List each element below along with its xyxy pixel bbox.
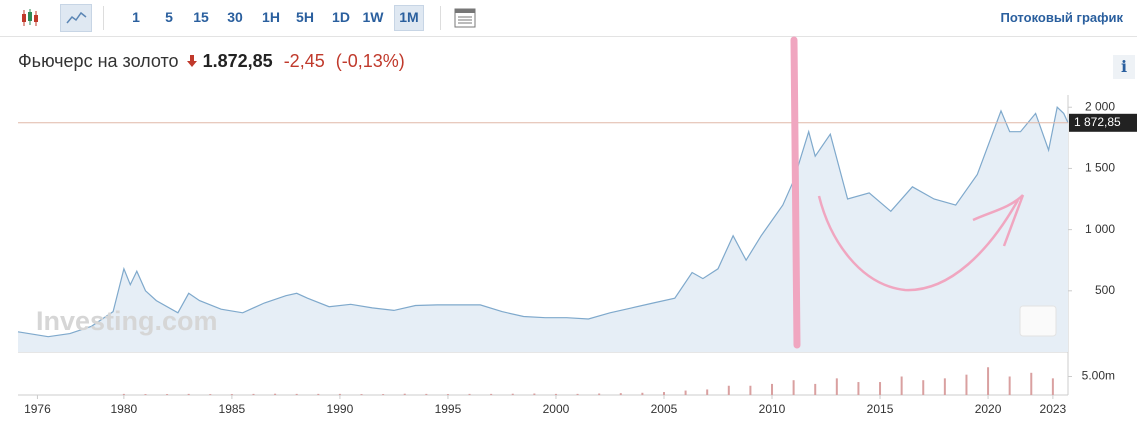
volume-bar <box>554 393 557 395</box>
toolbar: 1 5 15 30 1H 5H 1D 1W 1M Потоковый график <box>0 0 1137 37</box>
hand-drawn-arrow <box>972 194 1025 247</box>
volume-bar <box>252 393 255 395</box>
instrument-title: Фьючерс на золото <box>18 51 179 71</box>
volume-bar <box>706 389 709 395</box>
volume-bar <box>684 390 687 395</box>
interval-button[interactable]: 5H <box>296 9 314 25</box>
interval-button[interactable]: 1 <box>132 9 140 25</box>
candles-icon[interactable] <box>20 8 40 28</box>
y-tick-label: 500 <box>1095 283 1115 297</box>
y-tick-label: 1 000 <box>1085 222 1115 236</box>
x-tick-label: 2005 <box>651 402 678 416</box>
volume-bar <box>792 380 795 395</box>
hand-drawn-arc <box>817 195 1020 292</box>
volume-bar <box>1030 372 1033 395</box>
volume-bar <box>166 394 169 395</box>
volume-bar <box>641 392 644 395</box>
interval-button[interactable]: 30 <box>227 9 243 25</box>
last-price-badge <box>1069 113 1137 132</box>
down-arrow <box>186 55 197 67</box>
volume-bar <box>857 382 860 395</box>
x-tick-label: 2010 <box>759 402 786 416</box>
volume-bar <box>965 374 968 395</box>
x-tick-label: 2015 <box>867 402 894 416</box>
volume-bar <box>338 393 341 395</box>
volume-bar <box>382 394 385 395</box>
volume-bar <box>446 394 449 395</box>
volume-bar <box>835 378 838 395</box>
volume-bar <box>987 367 990 395</box>
area <box>18 107 1068 352</box>
volume-bar <box>619 393 622 395</box>
volume-bar <box>274 393 277 395</box>
price-line <box>17 106 1069 338</box>
separator <box>440 6 441 30</box>
volume-bar <box>360 394 363 395</box>
marks: 500 1 000 1 500 2 000 1976 1980 1985 1990 1995 20… <box>17 99 1137 416</box>
interval-button[interactable]: 1M <box>394 5 424 31</box>
x-tick-label: 2000 <box>543 402 570 416</box>
separator <box>103 6 104 30</box>
volume-bar <box>468 393 471 395</box>
x-tick-label: 1985 <box>219 402 246 416</box>
table-icon[interactable] <box>453 7 477 29</box>
volume-bar <box>209 394 212 395</box>
y-tick-label: 2 000 <box>1085 99 1115 113</box>
volume-bar <box>1008 376 1011 395</box>
volume-bar <box>122 393 125 395</box>
volume-bar <box>879 382 882 395</box>
info-button[interactable]: i <box>1113 55 1135 79</box>
volume-bar <box>922 380 925 395</box>
volume-bar <box>187 393 190 395</box>
last-price-label: 1 872,85 <box>1074 115 1121 129</box>
volume-bar <box>295 393 298 395</box>
volume-bar <box>511 393 514 395</box>
volume-bar <box>490 393 493 395</box>
volume-bar <box>771 383 774 395</box>
volume-bar <box>425 393 428 395</box>
x-tick-label: 1976 <box>24 402 51 416</box>
x-tick-label: 2023 <box>1040 402 1067 416</box>
stream-chart-link[interactable]: Потоковый график <box>1000 10 1123 25</box>
line-icon <box>66 11 87 24</box>
interval-button[interactable]: 1H <box>262 9 280 25</box>
y-tick-label: 5.00m <box>1082 369 1115 383</box>
interval-button[interactable]: 5 <box>165 9 173 25</box>
volume-bar <box>144 394 147 395</box>
line-chart-button[interactable] <box>60 4 92 32</box>
volume-bar <box>576 393 579 395</box>
volume-bar <box>900 376 903 395</box>
interval-button[interactable]: 15 <box>193 9 209 25</box>
x-tick-label: 1980 <box>111 402 138 416</box>
watermark: Investing.com <box>36 306 218 336</box>
volume-bar <box>533 393 536 395</box>
change-percent: (-0,13%) <box>335 51 405 71</box>
price: 1.872,85 <box>202 51 273 71</box>
interval-button[interactable]: 1W <box>362 9 384 25</box>
volume-bar <box>230 394 233 395</box>
volume-bar <box>598 393 601 395</box>
instrument-header: Фьючерс на золото 1.872,85 -2,45 (-0,13%… <box>18 51 405 72</box>
volume-bar <box>814 383 817 395</box>
y-tick-label: 1 500 <box>1085 161 1115 175</box>
volume-bar <box>1051 378 1054 395</box>
change: -2,45 <box>283 51 325 71</box>
x-tick-label: 1990 <box>327 402 354 416</box>
scroll-button[interactable] <box>1019 305 1057 337</box>
volume-bar <box>727 385 730 395</box>
volume-bar <box>943 378 946 395</box>
x-tick-label: 2020 <box>975 402 1002 416</box>
hand-drawn-line <box>790 36 801 349</box>
volume-bar <box>317 393 320 395</box>
interval-button[interactable]: 1D <box>332 9 350 25</box>
volume-bar <box>662 392 665 395</box>
x-tick-label: 1995 <box>435 402 462 416</box>
volume-bar <box>749 385 752 395</box>
volume-bar <box>403 393 406 395</box>
